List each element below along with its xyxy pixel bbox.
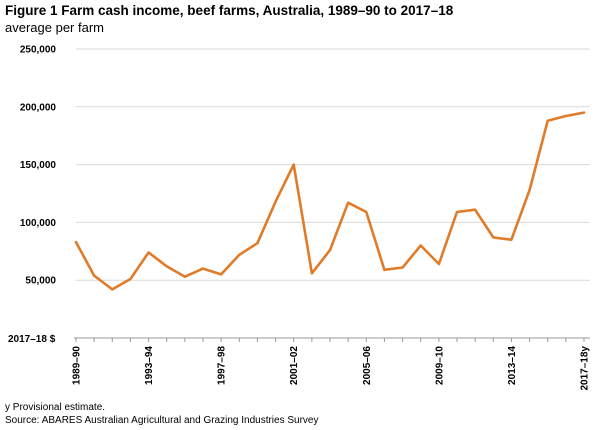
y-tick-labels: 50,000 100,000 150,000 200,000 250,000 (20, 45, 57, 287)
series-line (74, 111, 586, 291)
y-unit-label: 2017–18 $ (8, 334, 56, 345)
x-tick-label: 1993–94 (144, 346, 155, 385)
y-tick-label: 50,000 (25, 276, 56, 287)
chart-subtitle: average per farm (5, 20, 104, 35)
y-tick-label: 100,000 (20, 218, 57, 229)
source-note: Source: ABARES Australian Agricultural a… (5, 415, 319, 426)
y-tick-label: 250,000 (20, 45, 57, 56)
x-tick-label: 2005–06 (362, 346, 373, 385)
x-tick-label: 1997–98 (217, 346, 228, 385)
chart-title: Figure 1 Farm cash income, beef farms, A… (5, 3, 454, 18)
gridlines (76, 48, 590, 281)
x-tick-label: 2017–18y (580, 346, 591, 391)
x-tick-labels: 1989–90 1993–94 1997–98 2001–02 2005–06 2009–… (72, 346, 591, 391)
y-tick-label: 150,000 (20, 160, 57, 171)
x-tick-label: 2009–10 (434, 346, 445, 385)
line-chart: 50,000 100,000 150,000 200,000 250,000 1989–… (8, 45, 591, 391)
y-tick-label: 200,000 (20, 102, 57, 113)
x-tick-label: 1989–90 (72, 346, 83, 385)
x-tick-label: 2001–02 (289, 346, 300, 385)
axes (74, 337, 590, 342)
footnote: y Provisional estimate. (5, 402, 106, 413)
x-tick-label: 2013–14 (507, 346, 518, 385)
series-lines (74, 111, 586, 291)
